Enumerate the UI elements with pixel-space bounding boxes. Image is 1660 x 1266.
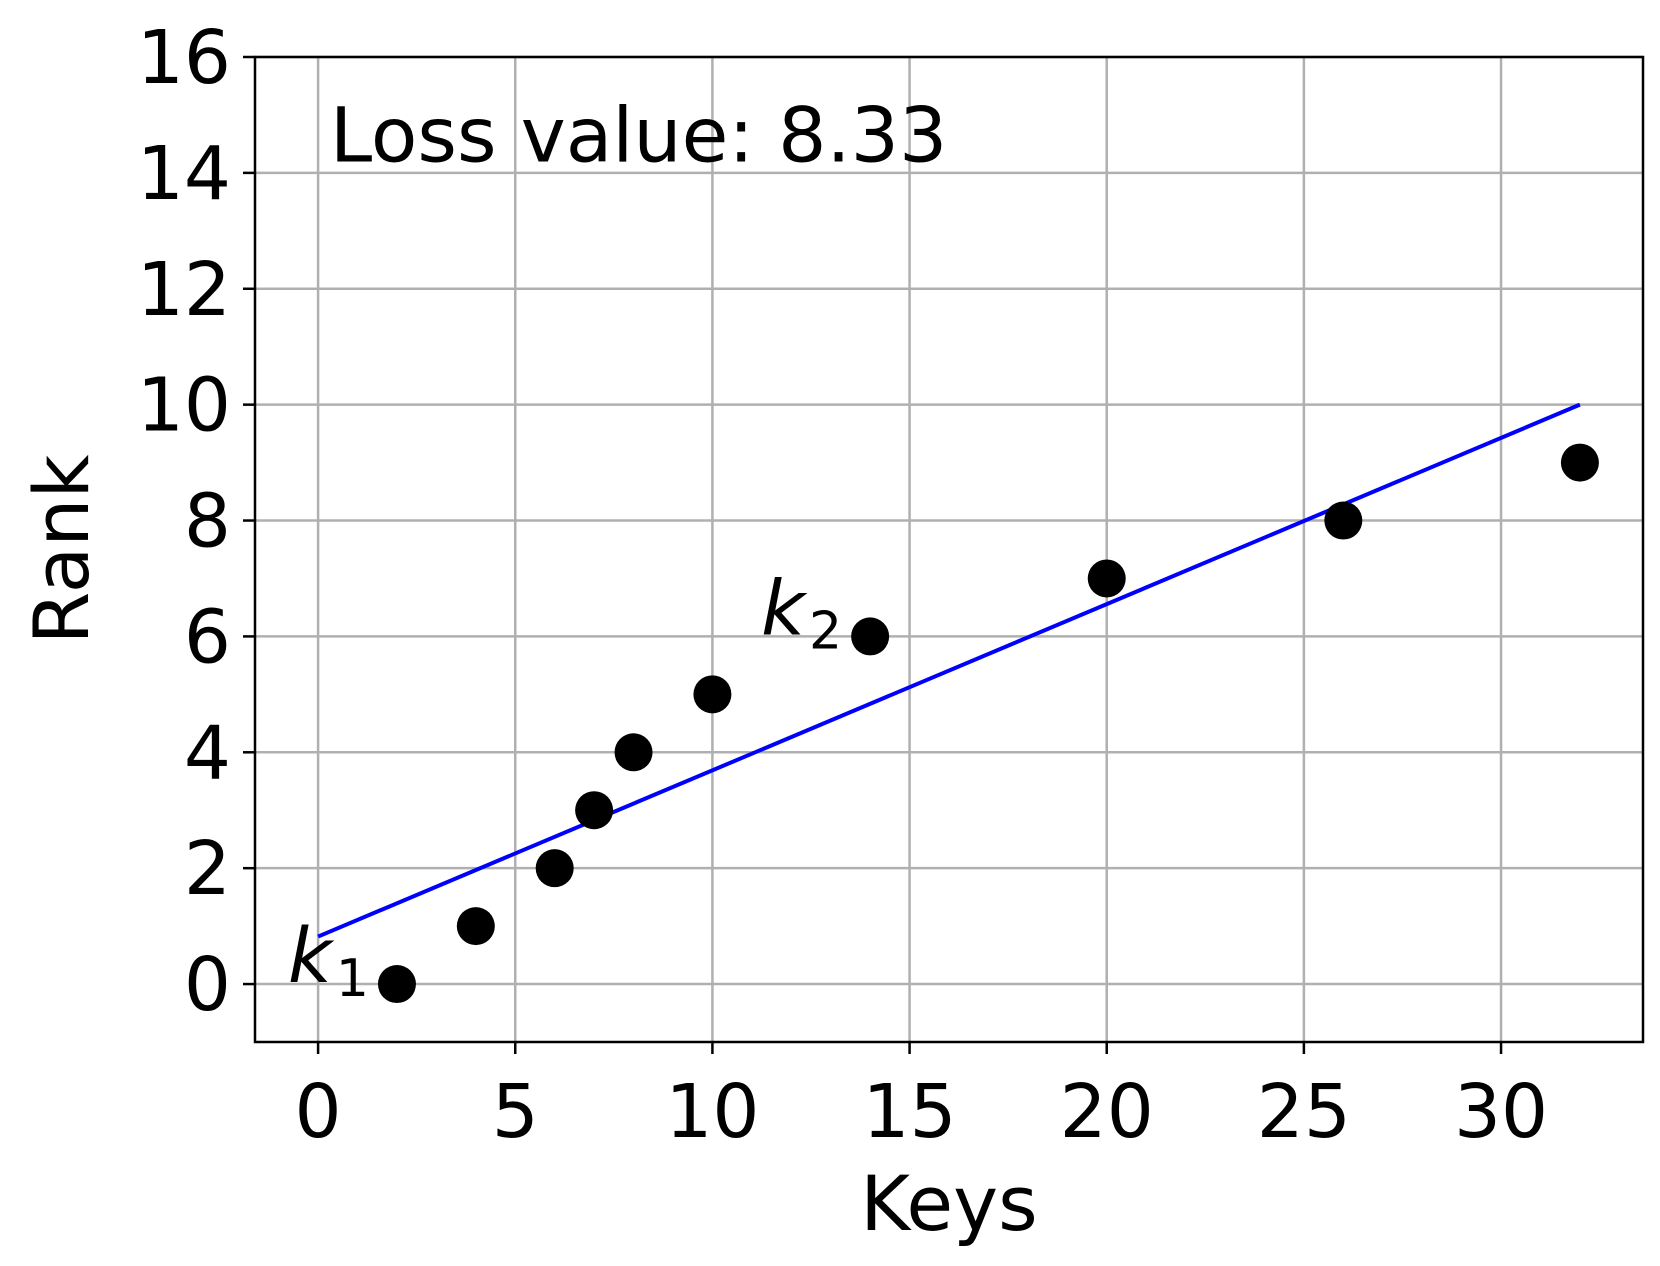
y-axis-label: Rank	[17, 455, 106, 645]
data-point	[693, 675, 732, 714]
y-tick-label: 14	[137, 131, 231, 217]
y-tick-label: 8	[184, 479, 231, 565]
x-tick-label: 15	[862, 1069, 956, 1155]
data-point	[456, 907, 495, 946]
y-tick-label: 16	[137, 15, 231, 101]
x-tick-label: 0	[295, 1069, 342, 1155]
data-point	[614, 733, 653, 772]
x-tick-label: 25	[1257, 1069, 1351, 1155]
data-point	[535, 849, 574, 888]
point-label-base: k	[761, 563, 808, 652]
data-point	[377, 965, 416, 1004]
grid	[255, 55, 1643, 1042]
point-label-subscript: 2	[809, 601, 842, 661]
y-axis-ticks: 0 2 4 6 8 10 12 14 16	[137, 15, 255, 1028]
point-label-subscript: 1	[336, 949, 369, 1009]
y-tick-label: 12	[137, 247, 231, 333]
loss-annotation: Loss value: 8.33	[330, 90, 947, 179]
y-tick-label: 0	[184, 942, 231, 1028]
data-point	[851, 617, 890, 656]
data-points	[377, 443, 1599, 1004]
x-tick-label: 30	[1454, 1069, 1548, 1155]
y-tick-label: 10	[137, 363, 231, 449]
point-label-base: k	[288, 911, 335, 1000]
point-label: k1	[288, 911, 369, 1009]
x-axis-label: Keys	[860, 1159, 1037, 1248]
data-point	[1087, 559, 1126, 598]
x-tick-label: 20	[1060, 1069, 1154, 1155]
x-axis-ticks: 0 5 10 15 20 25 30	[295, 1042, 1548, 1155]
y-tick-label: 4	[184, 710, 231, 796]
x-tick-label: 5	[492, 1069, 539, 1155]
data-point	[1324, 501, 1363, 540]
y-tick-label: 6	[184, 594, 231, 680]
point-label: k2	[761, 563, 842, 661]
fit-line	[317, 402, 1581, 939]
data-point	[1560, 443, 1599, 482]
data-point	[575, 791, 614, 830]
x-tick-label: 10	[665, 1069, 759, 1155]
y-tick-label: 2	[184, 826, 231, 912]
plot-frame	[253, 55, 1645, 1044]
fit-line-layer	[317, 402, 1581, 939]
